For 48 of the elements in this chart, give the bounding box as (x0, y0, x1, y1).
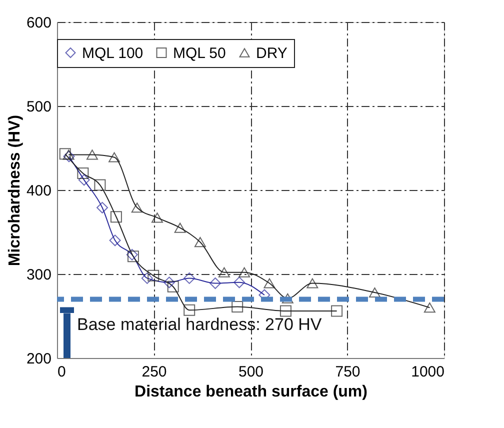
y-tick-label: 600 (26, 14, 52, 32)
legend-label: MQL 50 (173, 44, 226, 62)
point (96, 202, 108, 214)
point (424, 302, 436, 313)
x-axis-title: Distance beneath surface (um) (134, 384, 368, 400)
point (110, 211, 122, 223)
y-tick-label: 300 (26, 266, 52, 284)
point (238, 267, 250, 278)
point (280, 305, 292, 317)
point (151, 212, 163, 223)
point (174, 222, 186, 233)
point (62, 150, 74, 160)
x-tick-label: 250 (142, 364, 167, 380)
point (59, 148, 71, 160)
point (77, 167, 89, 179)
point (368, 287, 380, 298)
y-tick-label: 400 (26, 182, 52, 200)
point (210, 277, 222, 289)
point (234, 276, 246, 288)
point (331, 305, 343, 317)
point (63, 150, 75, 162)
point (264, 278, 276, 288)
legend-label: MQL 100 (82, 44, 144, 62)
y-axis-title: Microhardness (HV) (6, 114, 24, 266)
ref-line-label: Base material hardness: 270 HV (77, 315, 322, 334)
point (131, 202, 143, 213)
point (108, 152, 120, 162)
x-tick-label: 500 (238, 364, 264, 380)
point (184, 272, 196, 284)
point (141, 272, 153, 284)
point (148, 270, 160, 282)
point (78, 174, 90, 186)
point (232, 301, 244, 313)
point (109, 234, 121, 246)
point (184, 304, 196, 316)
point (194, 237, 206, 248)
point (94, 179, 106, 191)
x-tick-label: 0 (58, 364, 66, 380)
legend-label: DRY (256, 44, 288, 62)
point (218, 267, 230, 278)
y-tick-label: 500 (26, 98, 52, 116)
y-tick-label: 200 (26, 350, 52, 368)
x-tick-label: 1000 (411, 364, 444, 380)
point (86, 150, 98, 160)
point (163, 276, 175, 288)
point (167, 280, 179, 292)
x-tick-label: 750 (335, 364, 360, 380)
point (306, 278, 318, 288)
